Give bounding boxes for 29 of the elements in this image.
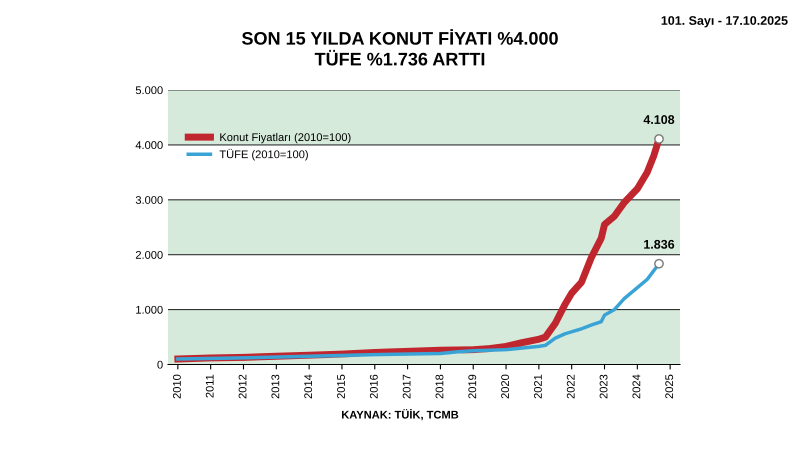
x-tick-label: 2010 bbox=[172, 374, 181, 398]
x-tick-label: 2017 bbox=[402, 374, 411, 398]
x-tick-label: 2012 bbox=[238, 374, 246, 398]
y-tick-label: 3.000 bbox=[136, 196, 163, 204]
x-tick-label: 2021 bbox=[534, 374, 542, 398]
y-tick-label: 1.000 bbox=[136, 306, 163, 314]
x-tick-label: 2023 bbox=[600, 374, 608, 398]
x-tick-label: 2018 bbox=[436, 374, 444, 398]
legend-label: Konut Fiyatları (2010=100) bbox=[220, 132, 351, 144]
y-tick-label: 0 bbox=[157, 360, 163, 369]
y-tick-label: 2.000 bbox=[136, 250, 163, 259]
text: KAYNAK: TÜİK, TCMB bbox=[342, 409, 458, 420]
chart-title: SON 15 YILDA KONUT FİYATI %4.000 TÜFE %1.736 ARTTI bbox=[242, 29, 558, 66]
x-tick-label: 2025 bbox=[665, 374, 674, 398]
x-tick-label: 2024 bbox=[632, 374, 640, 398]
legend-label: TÜFE (2010=100) bbox=[220, 148, 308, 160]
x-tick-label: 2022 bbox=[566, 374, 575, 398]
x-tick-label: 2016 bbox=[370, 374, 378, 398]
text: 101. Sayı - 17.10.2025 bbox=[662, 16, 788, 28]
y-tick-label: 5.000 bbox=[136, 86, 163, 94]
annotation: 4.108 bbox=[644, 115, 674, 124]
x-tick-label: 2015 bbox=[337, 374, 345, 398]
x-tick-label: 2020 bbox=[501, 374, 510, 398]
x-tick-label: 2014 bbox=[304, 374, 312, 398]
annotation: 1.836 bbox=[644, 240, 674, 249]
y-tick-label: 4.000 bbox=[136, 141, 163, 150]
x-tick-label: 2013 bbox=[271, 374, 280, 398]
x-tick-label: 2011 bbox=[206, 374, 214, 398]
x-tick-label: 2019 bbox=[468, 374, 476, 398]
